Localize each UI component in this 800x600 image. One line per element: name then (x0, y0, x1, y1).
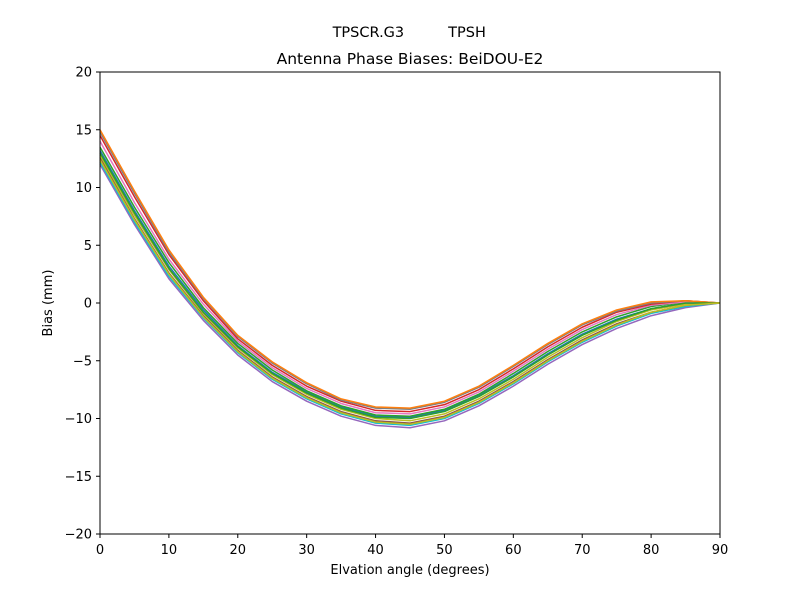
y-tick-label: 15 (75, 123, 92, 138)
x-axis-label: Elvation angle (degrees) (330, 563, 489, 578)
x-tick-label: 0 (96, 543, 104, 558)
series-line-5 (99, 150, 720, 419)
series-layer (99, 129, 721, 429)
x-axis: 0 10 20 30 40 50 60 70 80 90 (96, 534, 728, 558)
series-line-10 (99, 129, 721, 409)
y-tick-label: −10 (65, 412, 92, 427)
series-line-7 (99, 140, 721, 415)
series-line-4 (99, 154, 721, 422)
y-tick-label: 5 (84, 239, 92, 254)
series-line-11 (99, 152, 720, 420)
y-tick-label: −5 (73, 354, 92, 369)
y-axis-label: Bias (mm) (41, 270, 56, 337)
series-line-1 (99, 164, 721, 429)
y-tick-label: 20 (75, 66, 92, 81)
x-tick-label: 60 (505, 543, 522, 558)
series-line-8 (99, 135, 721, 413)
y-axis: −20 −15 −10 −5 0 5 10 15 20 (65, 66, 100, 543)
figure-suptitle: TPSCR.G3 TPSH (0, 9, 800, 57)
suptitle-radome: TPSH (448, 25, 486, 41)
y-tick-label: 10 (75, 181, 92, 196)
x-tick-label: 50 (436, 543, 453, 558)
x-tick-label: 40 (367, 543, 384, 558)
series-line-6 (99, 146, 721, 417)
series-line-2 (99, 161, 721, 427)
series-line-12 (99, 159, 721, 426)
series-line-9 (99, 131, 721, 411)
suptitle-antenna: TPSCR.G3 (332, 25, 405, 41)
x-tick-label: 90 (712, 543, 729, 558)
chart-title: Antenna Phase Biases: BeiDOU-E2 (277, 50, 544, 68)
y-tick-label: 0 (84, 297, 92, 312)
x-tick-label: 70 (574, 543, 591, 558)
x-tick-label: 20 (230, 543, 247, 558)
y-tick-label: −20 (65, 528, 92, 543)
x-tick-label: 80 (643, 543, 660, 558)
x-tick-label: 30 (298, 543, 315, 558)
x-tick-label: 10 (161, 543, 178, 558)
y-tick-label: −15 (65, 470, 92, 485)
